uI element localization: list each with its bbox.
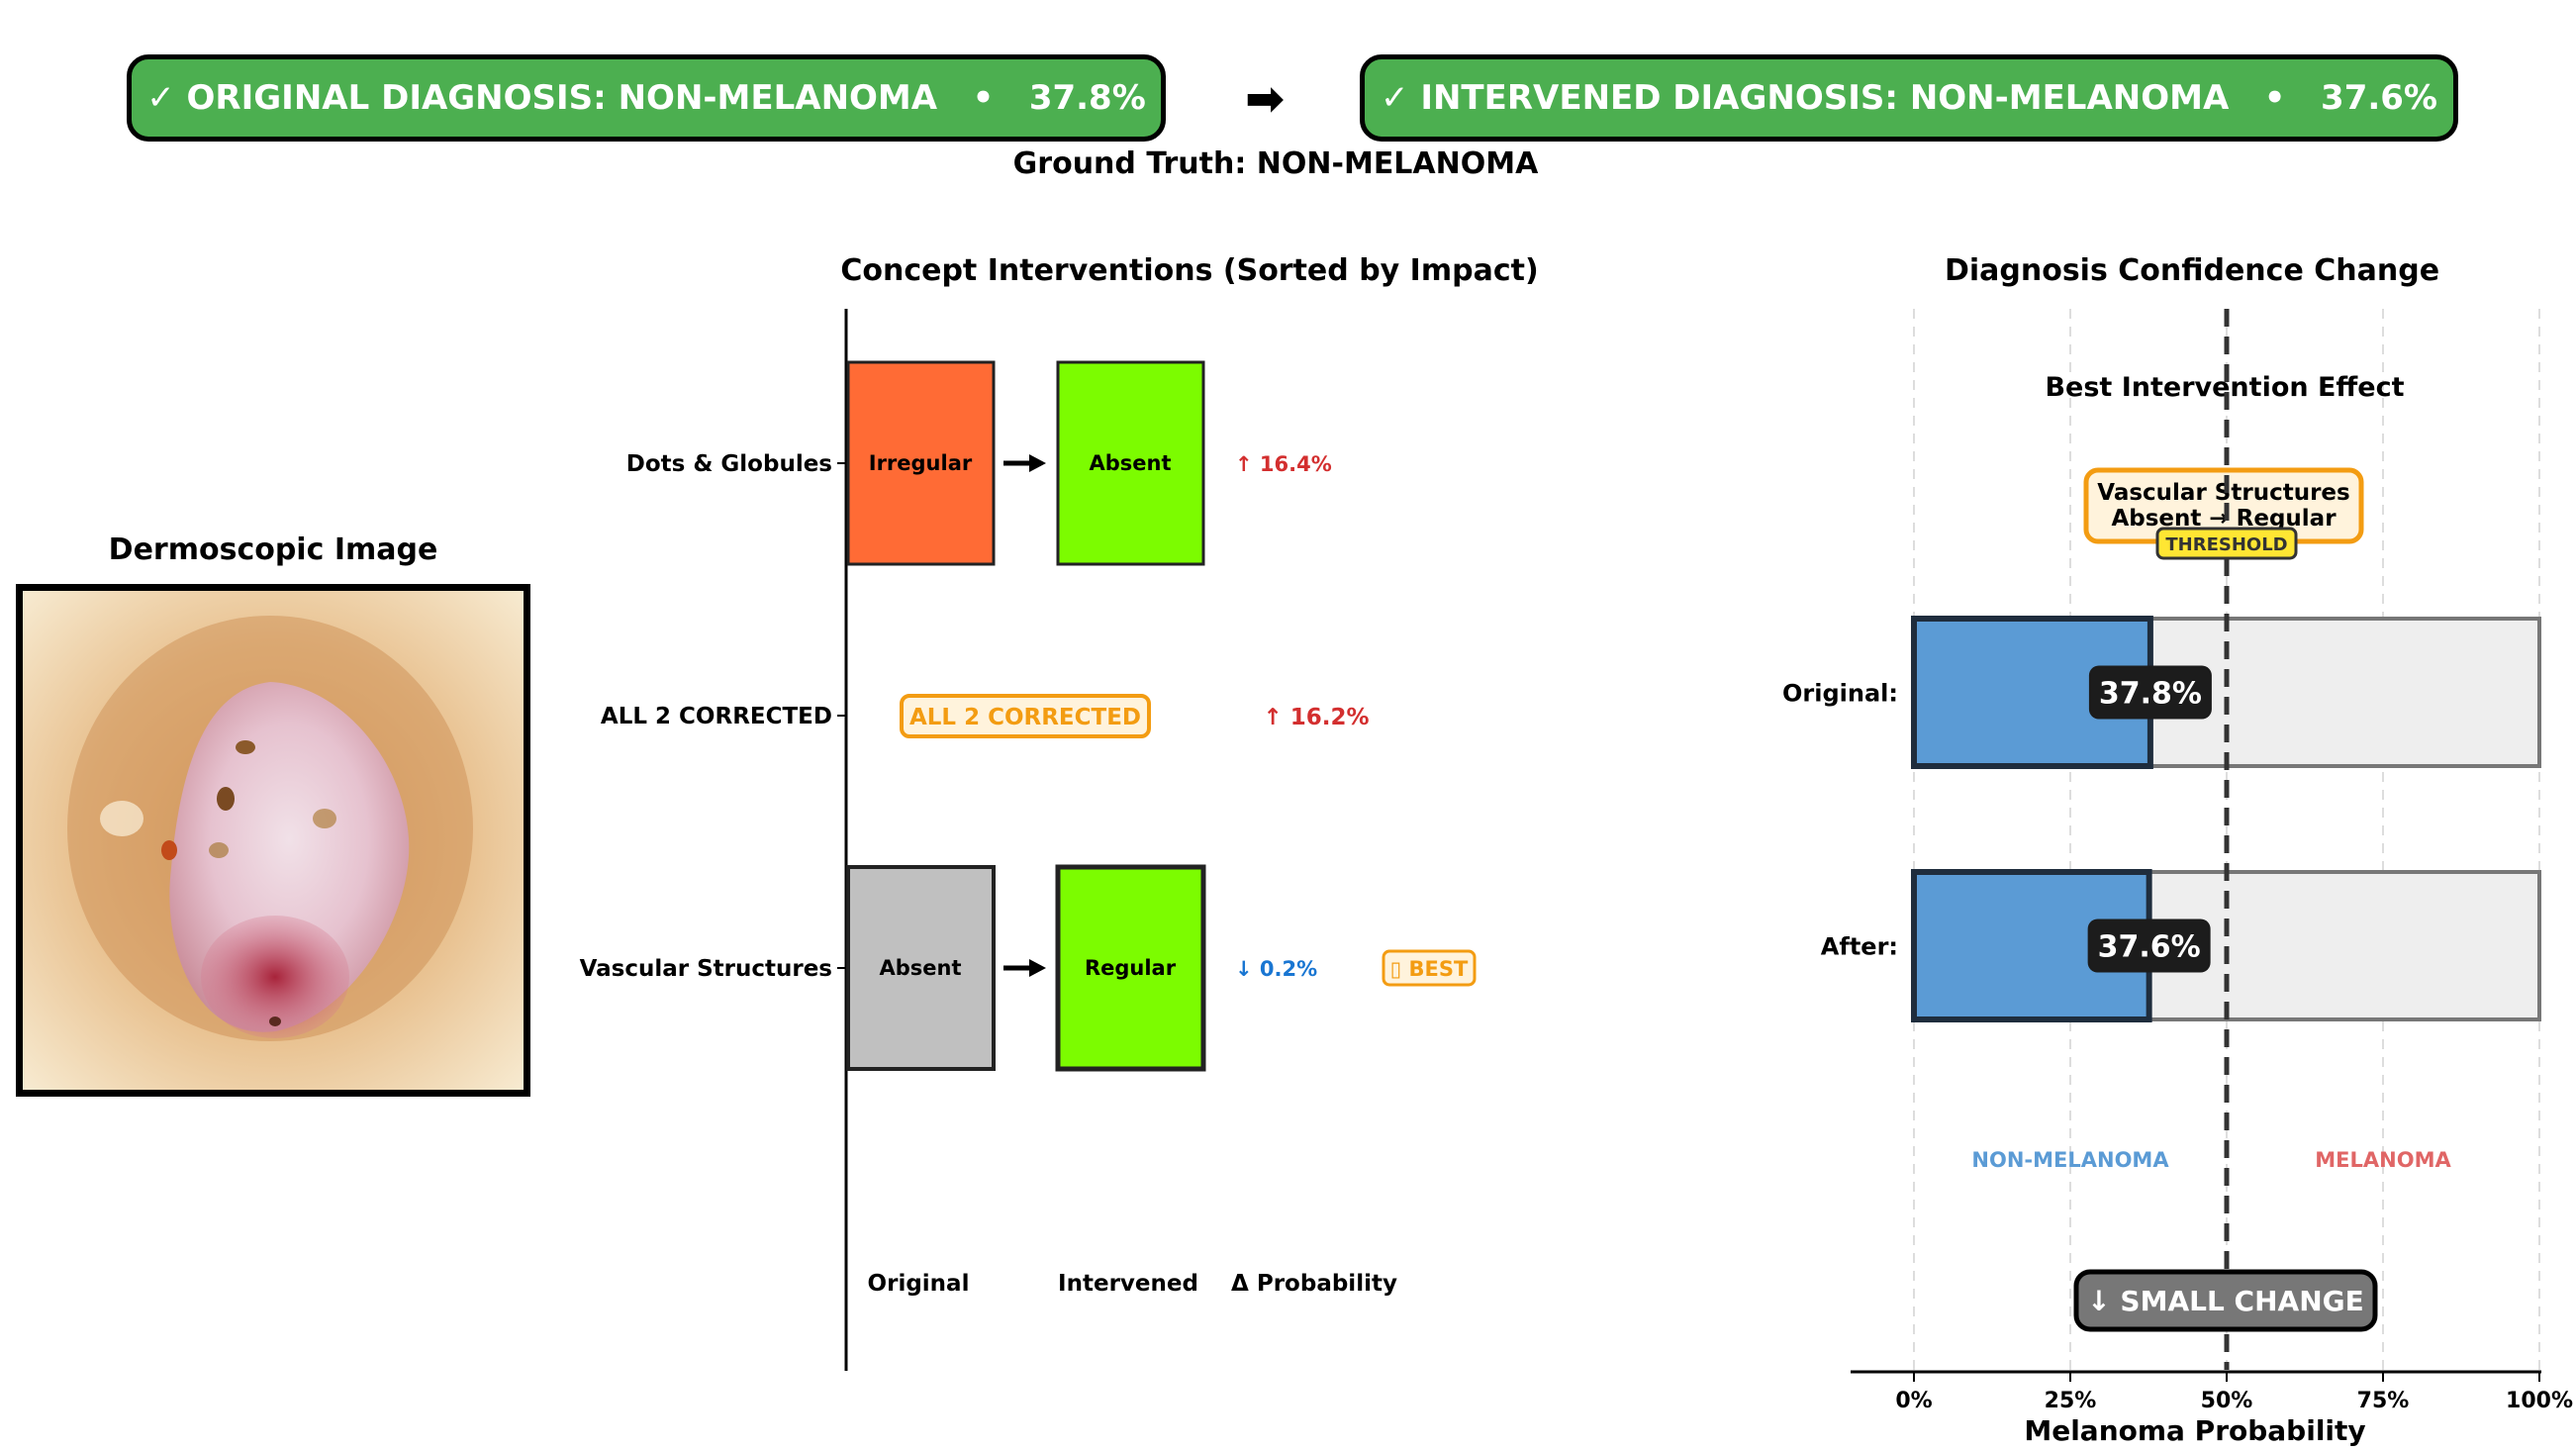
delta-value: ↓ 0.2% [1235,957,1317,981]
original-state-box [846,360,996,566]
annotation-line-1: Vascular Structures [2097,480,2349,506]
best-badge [1382,949,1477,987]
bar-value-label: 37.6% [2098,930,2201,965]
region-label-non-melanoma: NON-MELANOMA [1971,1148,2169,1172]
intervention-row: ALL 2 CORRECTED ALL 2 CORRECTED ↑ 16.2% [601,694,1370,738]
row-label: ALL 2 CORRECTED [601,704,832,729]
bar-value-label: 37.8% [2099,677,2202,712]
bar-category-label: Original: [1782,680,1898,708]
intervened-state-label: Absent [1089,451,1171,475]
row-label: Dots & Globules [626,451,832,477]
intervened-state-label: Regular [1085,956,1177,980]
change-label: ↓ SMALL CHANGE [2087,1285,2364,1317]
image-panel-title: Dermoscopic Image [108,532,438,567]
intervention-row: Vascular Structures Absent Regular ↓ 0.2% ▯ … [580,864,1477,1072]
original-state-box [846,865,996,1071]
x-tick-label: 50% [2201,1389,2253,1413]
x-tick-label: 75% [2357,1389,2410,1413]
intervened-diagnosis-text: ✓ INTERVENED DIAGNOSIS: NON-MELANOMA • 3… [1381,78,2437,118]
intervened-state-box [1056,360,1205,566]
delta-value: ↑ 16.4% [1235,452,1332,476]
all-corrected-badge [900,694,1151,738]
column-header-delta: Δ Probability [1231,1271,1397,1297]
threshold-badge: THRESHOLD [2155,527,2298,560]
intervention-annotation: Vascular Structures Absent → Regular [2083,467,2364,544]
dermoscopic-image [16,584,530,1097]
original-state-label: Absent [879,956,961,980]
best-badge-label: ▯ BEST [1390,957,1469,981]
arrow-right-icon [1029,454,1046,472]
x-tick-label: 25% [2045,1389,2097,1413]
arrow-right-icon [1029,959,1046,977]
intervened-diagnosis-banner: ✓ INTERVENED DIAGNOSIS: NON-MELANOMA • 3… [1360,54,2458,142]
lesion-illustration [23,591,524,1090]
arrow-right-icon: ➡ [1245,71,1286,127]
original-diagnosis-banner: ✓ ORIGINAL DIAGNOSIS: NON-MELANOMA • 37.… [127,54,1166,142]
intervened-state-box [1055,864,1206,1072]
column-header-intervened: Intervened [1058,1271,1198,1297]
x-tick-label: 100% [2506,1389,2573,1413]
threshold-label: THRESHOLD [2165,534,2287,555]
x-tick-label: 0% [1895,1389,1932,1413]
intervention-row: Dots & Globules Irregular Absent ↑ 16.4% [626,360,1332,566]
value-badge [2088,665,2212,720]
dc-title: Diagnosis Confidence Change [1945,253,2439,288]
original-diagnosis-text: ✓ ORIGINAL DIAGNOSIS: NON-MELANOMA • 37.… [146,78,1146,118]
change-badge: ↓ SMALL CHANGE [2073,1269,2378,1332]
row-label: Vascular Structures [580,956,832,982]
region-label-melanoma: MELANOMA [2315,1148,2451,1172]
delta-value: ↑ 16.2% [1263,705,1369,730]
column-header-original: Original [868,1271,970,1297]
bar-category-label: After: [1821,933,1898,961]
ci-title: Concept Interventions (Sorted by Impact) [840,253,1538,288]
ground-truth-label: Ground Truth: NON-MELANOMA [1012,146,1539,181]
all-corrected-text: ALL 2 CORRECTED [909,705,1141,730]
value-badge [2087,919,2211,973]
original-state-label: Irregular [869,451,973,475]
dc-xlabel: Melanoma Probability [2024,1414,2365,1447]
